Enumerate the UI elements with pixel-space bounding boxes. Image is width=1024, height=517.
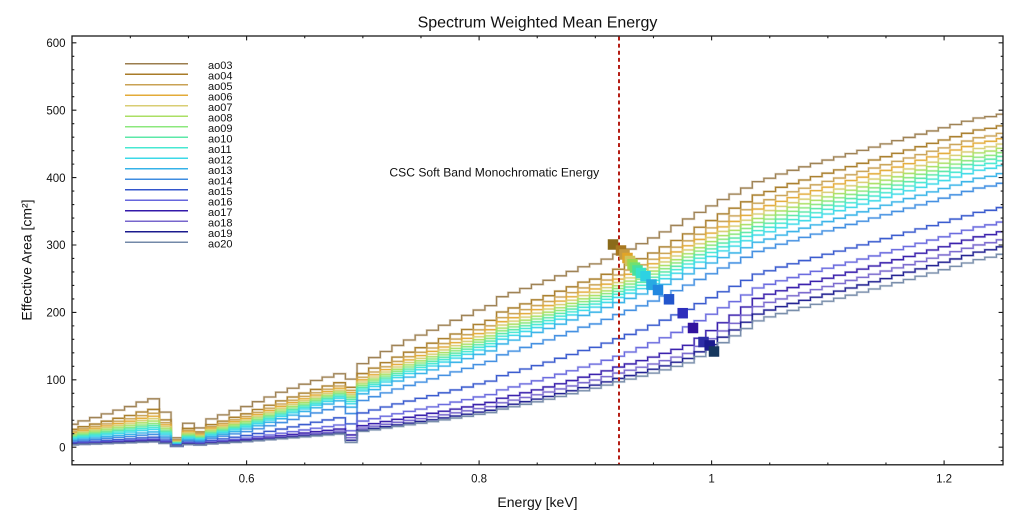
svg-text:ao14: ao14 [208, 176, 232, 188]
svg-text:ao03: ao03 [208, 60, 232, 72]
svg-text:Effective Area [cm²]: Effective Area [cm²] [19, 199, 35, 320]
svg-text:Energy [keV]: Energy [keV] [497, 494, 577, 510]
svg-text:0: 0 [59, 442, 65, 454]
svg-text:ao17: ao17 [208, 207, 232, 219]
svg-text:ao04: ao04 [208, 71, 232, 83]
svg-text:ao07: ao07 [208, 102, 232, 114]
svg-text:CSC Soft Band Monochromatic En: CSC Soft Band Monochromatic Energy [389, 166, 600, 180]
svg-text:ao12: ao12 [208, 155, 232, 167]
svg-text:ao15: ao15 [208, 186, 232, 198]
svg-text:400: 400 [46, 173, 65, 185]
svg-text:1.2: 1.2 [936, 474, 952, 486]
svg-text:500: 500 [46, 105, 65, 117]
svg-text:ao19: ao19 [208, 228, 232, 240]
svg-text:Spectrum Weighted Mean Energy: Spectrum Weighted Mean Energy [418, 15, 658, 32]
svg-text:600: 600 [46, 38, 65, 50]
svg-text:200: 200 [46, 308, 65, 320]
svg-text:ao09: ao09 [208, 123, 232, 135]
svg-text:100: 100 [46, 375, 65, 387]
svg-text:ao20: ao20 [208, 239, 232, 251]
svg-text:0.8: 0.8 [471, 474, 487, 486]
svg-text:ao08: ao08 [208, 113, 232, 125]
svg-text:300: 300 [46, 240, 65, 252]
svg-text:ao18: ao18 [208, 218, 232, 230]
svg-text:ao10: ao10 [208, 134, 232, 146]
svg-text:ao16: ao16 [208, 197, 232, 209]
svg-text:ao06: ao06 [208, 92, 232, 104]
svg-text:ao11: ao11 [208, 144, 232, 156]
svg-text:ao13: ao13 [208, 165, 232, 177]
svg-text:0.6: 0.6 [239, 474, 255, 486]
svg-text:ao05: ao05 [208, 81, 232, 93]
svg-text:1: 1 [708, 474, 714, 486]
